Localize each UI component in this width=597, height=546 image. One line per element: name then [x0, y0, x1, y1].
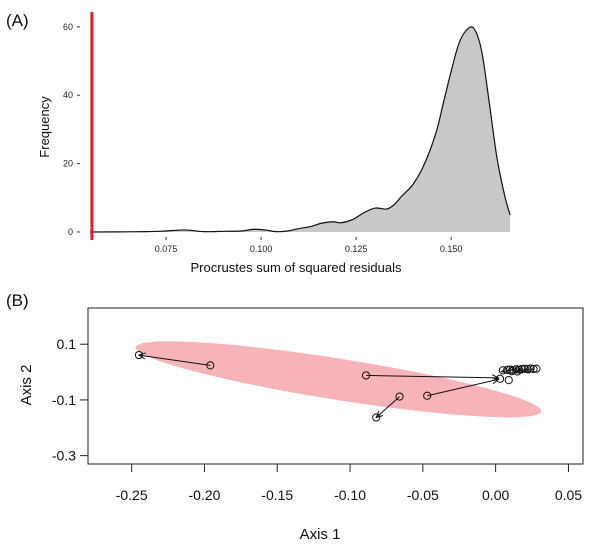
data-point [361, 371, 371, 380]
data-point [532, 364, 541, 373]
panel-a-x-axis-label: Procrustes sum of squared residuals [191, 260, 402, 275]
x-tick-label: 0.150 [440, 244, 463, 254]
data-point [503, 365, 512, 374]
data-point [529, 364, 538, 374]
confidence-ellipse [135, 341, 542, 418]
x-tick-label: 0.125 [345, 244, 368, 254]
data-point [134, 350, 144, 360]
x-tick-label: -0.15 [261, 487, 293, 503]
arrow [375, 396, 400, 419]
panel-b-x-axis-label: Axis 1 [300, 526, 341, 543]
panel-b-axes: -0.25 -0.20 -0.15 -0.10 -0.05 0.00 0.05 0.1 -0.1… [52, 336, 582, 503]
arrow [427, 377, 500, 397]
y-tick-label: 0.1 [57, 336, 77, 352]
ellipse-shape [135, 341, 542, 418]
data-point [206, 361, 215, 370]
x-tick-label: 0.100 [250, 244, 273, 254]
panel-a-axes: 0.075 0.100 0.125 0.150 0 20 40 60 [63, 22, 462, 254]
x-tick-label: -0.05 [407, 487, 439, 503]
y-tick-label: -0.3 [52, 448, 76, 464]
panel-b-y-axis-label: Axis 2 [18, 365, 35, 406]
arrow [137, 352, 211, 366]
panel-a-y-axis-label: Frequency [37, 96, 52, 158]
panel-b-plot-box [87, 307, 584, 465]
panel-a-label: (A) [6, 11, 29, 30]
data-point [507, 367, 516, 376]
data-point [395, 392, 404, 401]
data-point [504, 376, 513, 385]
y-tick-label: 60 [63, 22, 73, 32]
data-point [506, 365, 515, 374]
data-point [423, 391, 432, 400]
x-tick-label: -0.10 [334, 487, 366, 503]
density-fill [90, 26, 511, 232]
data-point [511, 365, 521, 374]
y-tick-label: -0.1 [52, 392, 76, 408]
density-curve [89, 26, 511, 233]
data-point [517, 364, 526, 374]
scatter-points [134, 350, 541, 422]
x-tick-label: -0.25 [116, 487, 148, 503]
panel-b-ordination-plot: (B) -0.25 -0.20 -0.15 -0.10 -0.05 0.00 0.05 0.1… [6, 291, 584, 543]
data-point [495, 374, 505, 383]
data-point [520, 364, 529, 373]
panel-b-label: (B) [6, 291, 29, 310]
data-point [513, 367, 522, 376]
x-tick-label: 0.05 [555, 487, 582, 503]
y-tick-label: 20 [63, 159, 73, 169]
x-tick-label: 0.00 [482, 487, 509, 503]
data-point [526, 364, 535, 373]
y-tick-label: 40 [63, 90, 73, 100]
x-tick-label: 0.075 [155, 244, 178, 254]
data-point [372, 413, 381, 422]
density-area [89, 26, 511, 233]
y-tick-label: 0 [68, 227, 73, 237]
x-tick-label: -0.20 [189, 487, 221, 503]
panel-a-density-chart: (A) 0.075 0.100 0.125 0.150 0 20 40 60 Procrust… [6, 11, 511, 275]
